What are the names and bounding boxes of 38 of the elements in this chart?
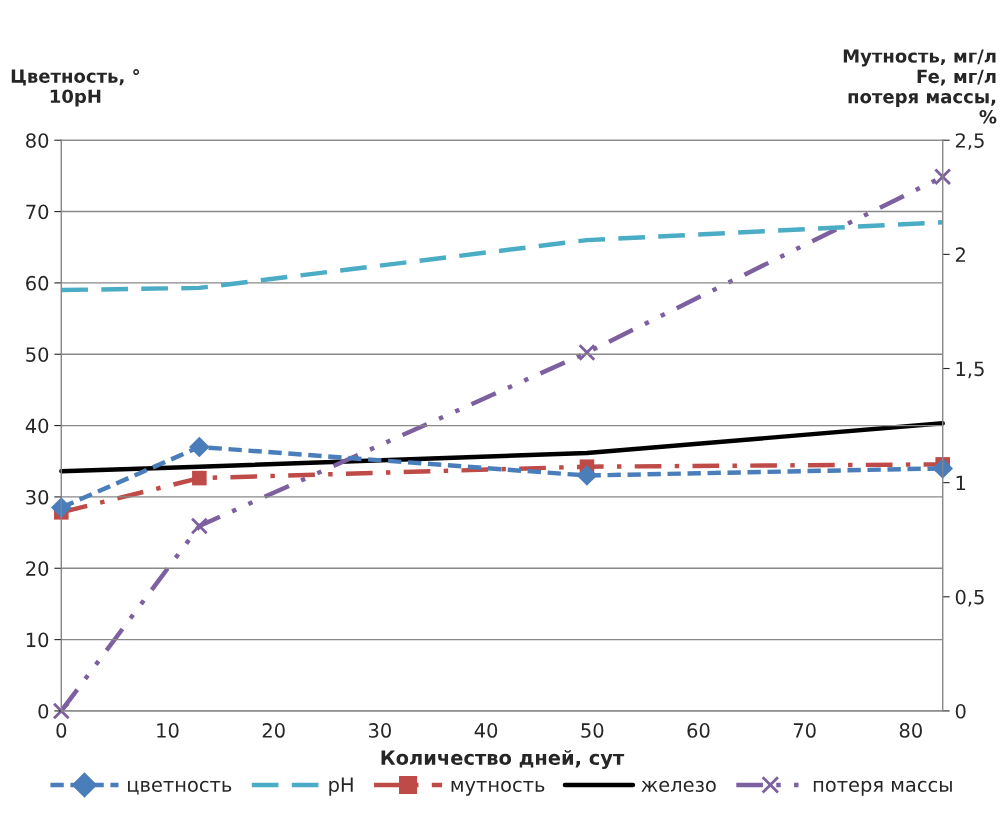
x-tick-label: 50	[581, 723, 604, 738]
x-tick-label: 20	[262, 723, 285, 738]
x-tick-label: 60	[687, 723, 710, 738]
y-tick-label: 0	[38, 703, 49, 719]
x-tick-label: 80	[899, 723, 922, 738]
line-series	[59, 220, 945, 293]
x-tick-label: 40	[474, 723, 498, 738]
y2-tick-label: 2	[955, 247, 965, 262]
y-tick-label: 40	[25, 418, 49, 434]
y-tick-label: 50	[26, 347, 49, 362]
y-tick-label: 80	[26, 133, 49, 148]
point	[190, 517, 209, 535]
point	[934, 168, 952, 186]
y2-tick-label: 2,5	[955, 133, 984, 150]
y-axis-title: Цветность, ° 10pH	[11, 69, 140, 107]
y2-tick-label: 0	[955, 703, 966, 719]
x-tick-label: 70	[793, 723, 816, 738]
y-tick-label: 60	[26, 275, 49, 291]
y-tick-label: 10	[26, 632, 49, 648]
y2-tick-label: 1,5	[956, 361, 984, 379]
x-tick-label: 0	[56, 723, 67, 738]
legend-label: цветность	[128, 780, 232, 795]
y-tick-label: 70	[26, 204, 49, 220]
legend-label: железо	[641, 780, 716, 792]
y-tick-label: 20	[26, 561, 49, 576]
legend-label: pH	[329, 777, 353, 796]
line-series	[59, 421, 945, 474]
x-tick-label: 30	[368, 723, 391, 738]
point	[578, 343, 596, 362]
x-tick-label: 10	[157, 723, 179, 738]
legend-label: мутность	[451, 780, 545, 796]
legend-label: потеря массы	[813, 780, 952, 796]
y2-tick-label: 1	[956, 475, 966, 491]
y2-tick-label: 0,5	[955, 589, 984, 607]
x-axis-title: Количество дней, сут	[381, 749, 625, 769]
point	[52, 702, 70, 720]
y-tick-label: 30	[26, 489, 49, 505]
y2-axis-title: Мутность, мг/л Fe, мг/л потеря массы, %	[843, 49, 997, 124]
